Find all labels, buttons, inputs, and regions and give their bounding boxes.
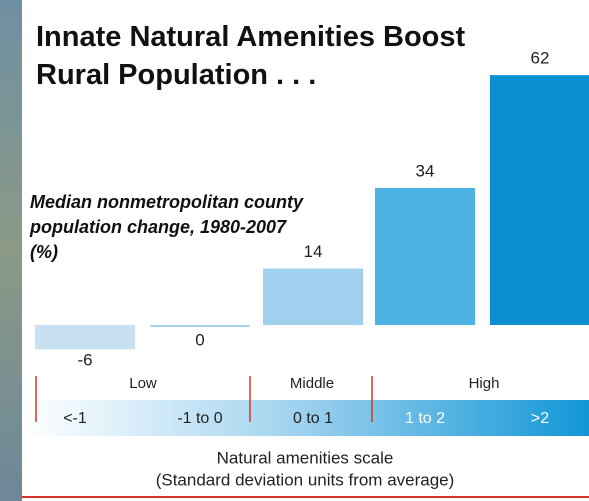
group-label: Low <box>129 375 157 392</box>
data-label: -6 <box>77 351 92 370</box>
data-label: 62 <box>531 49 550 68</box>
data-label: 34 <box>416 161 435 180</box>
data-label: 0 <box>195 330 204 349</box>
x-tick-label: -1 to 0 <box>177 410 222 427</box>
bar <box>490 75 589 325</box>
x-axis-title: Natural amenities scale <box>217 448 394 467</box>
bar <box>35 325 135 349</box>
chart-subtitle: Median nonmetropolitan county population… <box>30 190 315 265</box>
x-axis-note: (Standard deviation units from average) <box>156 470 455 489</box>
bar <box>150 325 250 327</box>
group-label: Middle <box>290 375 334 392</box>
x-tick-label: 1 to 2 <box>405 410 445 427</box>
x-tick-label: 0 to 1 <box>293 410 333 427</box>
x-tick-label: >2 <box>531 410 549 427</box>
x-tick-label: <-1 <box>63 410 87 427</box>
page: -6<-10-1 to 0140 to 1341 to 262>2LowMidd… <box>0 0 589 501</box>
bar <box>375 188 475 325</box>
bar <box>263 269 363 325</box>
photo-strip <box>0 0 22 501</box>
group-label: High <box>469 375 500 392</box>
chart-title: Innate Natural Amenities Boost Rural Pop… <box>36 18 466 94</box>
